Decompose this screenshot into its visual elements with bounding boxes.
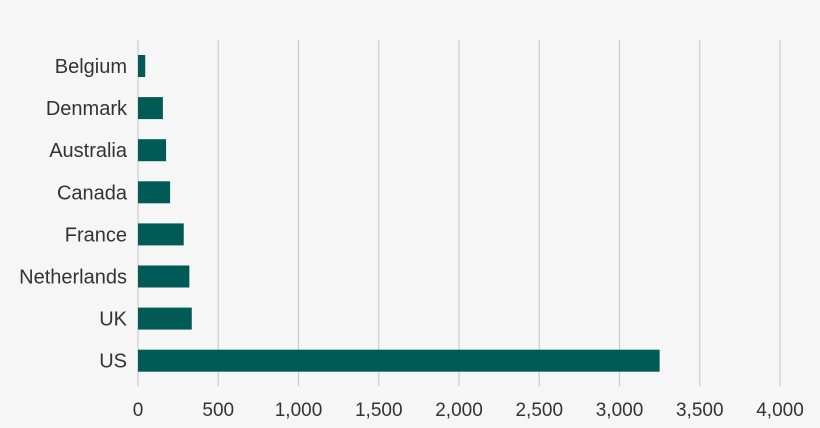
bar-canada bbox=[138, 181, 171, 204]
category-label-belgium: Belgium bbox=[55, 56, 127, 78]
category-labels: Belgium Denmark Australia Canada France Nethe… bbox=[19, 56, 128, 373]
bar-denmark bbox=[138, 97, 163, 120]
x-tick-labels: 0 500 1,000 1,500 2,000 2,500 3,000 3,500 4,000 bbox=[133, 400, 804, 421]
bars bbox=[138, 55, 660, 372]
category-label-australia: Australia bbox=[49, 140, 128, 162]
category-label-denmark: Denmark bbox=[46, 98, 128, 120]
x-tick-label: 1,500 bbox=[355, 400, 403, 421]
bar-us bbox=[138, 349, 660, 372]
x-tick-label: 2,500 bbox=[515, 400, 563, 421]
x-tick-label: 1,000 bbox=[275, 400, 323, 421]
category-label-netherlands: Netherlands bbox=[19, 267, 127, 289]
x-tick-label: 0 bbox=[133, 400, 144, 421]
x-tick-label: 3,500 bbox=[676, 400, 724, 421]
bar-belgium bbox=[138, 55, 146, 77]
x-tick-label: 4,000 bbox=[756, 400, 804, 421]
x-tick-label: 3,000 bbox=[596, 400, 644, 421]
x-tick-label: 500 bbox=[202, 400, 234, 421]
category-label-us: US bbox=[99, 351, 127, 373]
bar-netherlands bbox=[138, 265, 190, 288]
grid-lines bbox=[137, 40, 781, 386]
bar-australia bbox=[138, 139, 167, 162]
bar-uk bbox=[138, 307, 192, 330]
category-label-uk: UK bbox=[99, 309, 127, 331]
category-label-canada: Canada bbox=[57, 182, 128, 204]
category-label-france: France bbox=[65, 224, 127, 246]
x-tick-label: 2,000 bbox=[435, 400, 483, 421]
bar-france bbox=[138, 223, 184, 246]
